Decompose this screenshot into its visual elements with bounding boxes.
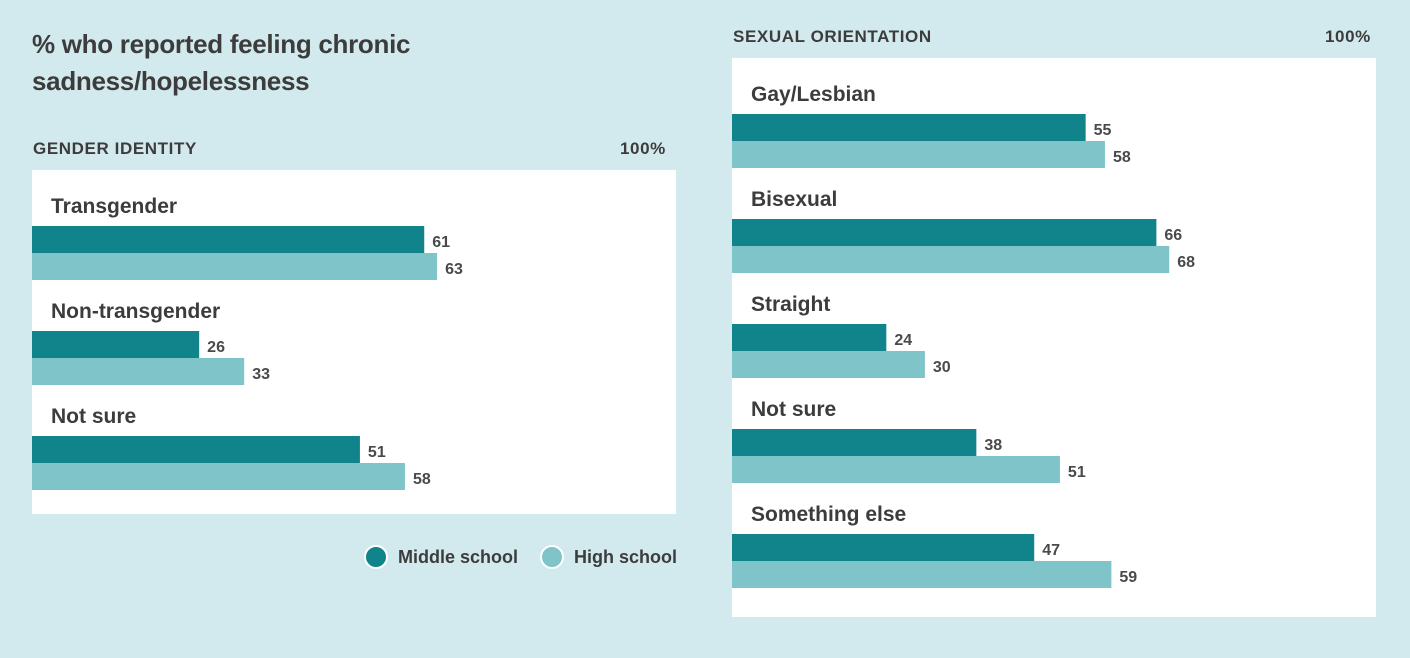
legend: Middle school High school bbox=[364, 545, 699, 569]
bar-transgender-high-school bbox=[32, 253, 438, 280]
value-label-something-else-middle-school: 47 bbox=[1042, 542, 1060, 559]
bar-bisexual-high-school bbox=[732, 246, 1170, 273]
value-label-gay-lesbian-middle-school: 55 bbox=[1094, 122, 1112, 139]
value-label-non-transgender-middle-school: 26 bbox=[207, 339, 225, 356]
bar-straight-middle-school bbox=[732, 324, 887, 351]
value-label-not-sure-middle-school: 38 bbox=[984, 437, 1002, 454]
value-label-not-sure-middle-school: 51 bbox=[368, 444, 386, 461]
bar-non-transgender-middle-school bbox=[32, 331, 200, 358]
bar-bisexual-middle-school bbox=[732, 219, 1157, 246]
legend-label-high-school: High school bbox=[574, 546, 678, 567]
legend-item-middle-school: Middle school bbox=[364, 545, 518, 569]
gender-identity-scale-label: 100% bbox=[620, 139, 666, 158]
gender-identity-chart: Transgender 61 63 Non-transgender 26 33 Not su… bbox=[32, 195, 463, 490]
bar-not-sure-high-school bbox=[32, 463, 405, 490]
gender-identity-heading: GENDER IDENTITY bbox=[33, 139, 197, 158]
category-label-not-sure: Not sure bbox=[51, 405, 136, 428]
high-school-swatch bbox=[540, 545, 565, 569]
sexual-orientation-chart-panel: Gay/Lesbian 55 58 Bisexual 66 68 Straight 24 30 N… bbox=[732, 58, 1376, 617]
category-label-something-else: Something else bbox=[751, 503, 906, 526]
bar-something-else-middle-school bbox=[732, 534, 1035, 561]
sexual-orientation-scale-label: 100% bbox=[1325, 27, 1371, 46]
category-label-transgender: Transgender bbox=[51, 195, 177, 218]
value-label-bisexual-high-school: 68 bbox=[1177, 254, 1195, 271]
category-label-straight: Straight bbox=[751, 293, 830, 316]
value-label-straight-high-school: 30 bbox=[933, 359, 951, 376]
value-label-transgender-middle-school: 61 bbox=[432, 234, 450, 251]
chart-title-line-2: sadness/hopelessness bbox=[32, 66, 310, 96]
legend-item-high-school: High school bbox=[540, 545, 677, 569]
sexual-orientation-heading: SEXUAL ORIENTATION bbox=[733, 27, 932, 46]
value-label-not-sure-high-school: 51 bbox=[1068, 464, 1086, 481]
bar-something-else-high-school bbox=[732, 561, 1112, 588]
gender-identity-chart-panel: Transgender 61 63 Non-transgender 26 33 Not su… bbox=[32, 170, 676, 514]
value-label-gay-lesbian-high-school: 58 bbox=[1113, 149, 1131, 166]
bar-not-sure-high-school bbox=[732, 456, 1060, 483]
value-label-straight-middle-school: 24 bbox=[894, 332, 912, 349]
middle-school-swatch bbox=[364, 545, 388, 569]
value-label-not-sure-high-school: 58 bbox=[413, 471, 431, 488]
value-label-something-else-high-school: 59 bbox=[1119, 569, 1137, 586]
bar-straight-high-school bbox=[732, 351, 925, 378]
category-label-not-sure: Not sure bbox=[751, 398, 836, 421]
chart-title: % who reported feeling chronic sadness/h… bbox=[32, 26, 410, 100]
category-label-gay-lesbian: Gay/Lesbian bbox=[751, 83, 876, 106]
bar-not-sure-middle-school bbox=[32, 436, 360, 463]
bar-gay-lesbian-high-school bbox=[732, 141, 1105, 168]
value-label-transgender-high-school: 63 bbox=[445, 261, 463, 278]
category-label-non-transgender: Non-transgender bbox=[51, 300, 220, 323]
value-label-non-transgender-high-school: 33 bbox=[252, 366, 270, 383]
legend-label-middle-school: Middle school bbox=[398, 546, 519, 567]
value-label-bisexual-middle-school: 66 bbox=[1164, 227, 1182, 244]
bar-transgender-middle-school bbox=[32, 226, 425, 253]
category-label-bisexual: Bisexual bbox=[751, 188, 837, 211]
bar-gay-lesbian-middle-school bbox=[732, 114, 1086, 141]
bar-not-sure-middle-school bbox=[732, 429, 977, 456]
chart-title-line-1: % who reported feeling chronic bbox=[32, 29, 411, 59]
bar-non-transgender-high-school bbox=[32, 358, 245, 385]
